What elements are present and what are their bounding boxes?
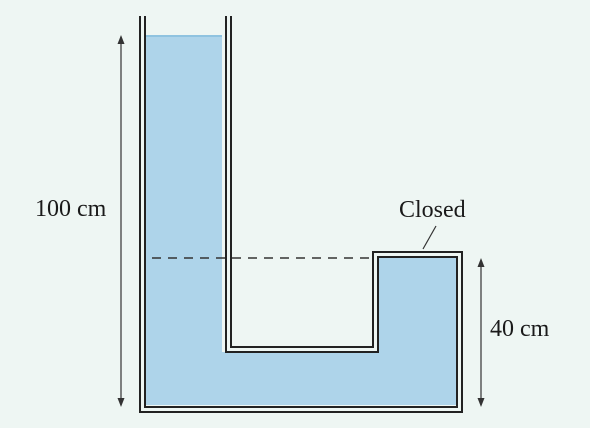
label-closed: Closed xyxy=(399,197,466,224)
label-height-right: 40 cm xyxy=(490,316,549,343)
label-height-left: 100 cm xyxy=(35,196,106,223)
right-dimension-arrow xyxy=(478,258,485,407)
left-dimension-arrow xyxy=(118,35,125,407)
closed-leader-line xyxy=(423,226,436,249)
